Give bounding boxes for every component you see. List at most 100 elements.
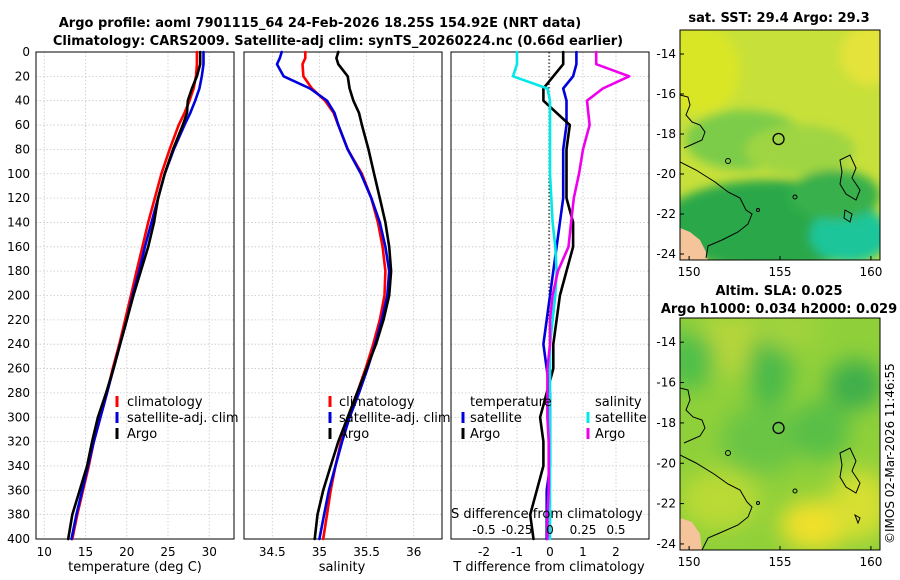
- x-tick-label: 35: [312, 545, 327, 559]
- depth-tick-label: 140: [7, 215, 30, 229]
- salinity-legend: climatology satellite-adj. clim Argo: [328, 395, 451, 442]
- legend-label-temp-argo: Argo: [470, 427, 500, 442]
- longitude-tick-label: 160: [859, 555, 882, 569]
- land-mass: [680, 518, 702, 550]
- legend-label-satellite: satellite-adj. clim: [339, 411, 451, 426]
- difference-s-label: S difference from climatology: [451, 507, 643, 522]
- sst-map-title: sat. SST: 29.4 Argo: 29.3: [688, 11, 869, 26]
- latitude-tick-label: -16: [656, 376, 676, 390]
- depth-tick-label: 240: [7, 337, 30, 351]
- land-mass: [680, 228, 708, 260]
- longitude-tick-label: 160: [859, 265, 882, 279]
- depth-tick-label: 320: [7, 435, 30, 449]
- sla-map-title-line1: Altim. SLA: 0.025: [716, 284, 843, 299]
- imos-credit: ©IMOS 02-Mar-2026 11:46:55: [883, 363, 897, 544]
- reef-outline: [792, 488, 798, 494]
- series-line-temperature-argo: [528, 50, 575, 541]
- legend-label-argo: Argo: [127, 427, 157, 442]
- figure-title-line2: Climatology: CARS2009. Satellite-adj cli…: [53, 34, 623, 49]
- legend-title-salinity: salinity: [595, 395, 642, 410]
- depth-tick-label: 0: [22, 45, 30, 59]
- x-tick-label: 0: [546, 545, 554, 559]
- latitude-tick-label: -20: [656, 167, 676, 181]
- temperature-xlabel: temperature (deg C): [68, 560, 202, 575]
- legend-label-argo: Argo: [339, 427, 369, 442]
- series-line-argo: [66, 50, 202, 541]
- depth-tick-label: 40: [15, 94, 30, 108]
- depth-tick-label: 400: [7, 532, 30, 546]
- float-position-marker: [772, 132, 785, 146]
- longitude-tick-label: 155: [769, 555, 792, 569]
- longitude-tick-label: 155: [769, 265, 792, 279]
- series-line-argo: [313, 50, 393, 541]
- depth-tick-label: 160: [7, 240, 30, 254]
- latitude-tick-label: -24: [656, 537, 676, 551]
- sst-map: sat. SST: 29.4 Argo: 29.3 -14-16-1: [656, 11, 882, 279]
- longitude-tick-label: 150: [678, 555, 701, 569]
- temperature-panel-frame: [35, 51, 235, 540]
- salinity-xlabel: salinity: [319, 560, 366, 575]
- latitude-tick-label: -22: [656, 497, 676, 511]
- s-tick-label: 0.25: [570, 523, 597, 537]
- s-tick-label: 0.5: [606, 523, 625, 537]
- x-tick-label: 15: [78, 545, 93, 559]
- depth-tick-label: 380: [7, 508, 30, 522]
- series-line-satellite-adj-clim: [70, 50, 205, 541]
- coastline: [680, 454, 753, 550]
- latitude-tick-label: -14: [656, 335, 676, 349]
- reef-outline: [854, 513, 861, 525]
- difference-legend: temperature satellite Argo salinity sate…: [461, 395, 647, 442]
- reef-outline: [756, 208, 760, 212]
- difference-panel: -2 -1 0 1 2 T difference from climatology S …: [450, 50, 650, 575]
- latitude-tick-label: -20: [656, 456, 676, 470]
- reef-outline: [839, 447, 861, 494]
- difference-xlabel: T difference from climatology: [452, 560, 645, 575]
- depth-tick-label: 100: [7, 167, 30, 181]
- x-tick-label: -1: [511, 545, 523, 559]
- x-tick-label: 36: [406, 545, 421, 559]
- depth-tick-label: 300: [7, 410, 30, 424]
- salinity-panel: 34.5 35 35.5 36 salinity climatology satell…: [243, 50, 451, 575]
- depth-tick-label: 340: [7, 459, 30, 473]
- sla-map: Altim. SLA: 0.025 Argo h1000: 0.034 h200…: [656, 284, 897, 569]
- depth-tick-label: 220: [7, 313, 30, 327]
- temperature-panel: 0 20 40 60 80 100 120 140 160 180 200 220 240 260 280 3…: [7, 45, 239, 575]
- x-tick-label: -2: [478, 545, 490, 559]
- x-tick-label: 35.5: [353, 545, 380, 559]
- s-tick-label: -0.5: [472, 523, 495, 537]
- series-line-salinity-argo: [546, 50, 631, 541]
- s-tick-label: 0: [546, 523, 554, 537]
- legend-label-climatology: climatology: [127, 395, 203, 410]
- latitude-tick-label: -24: [656, 247, 676, 261]
- coastline: [680, 161, 753, 259]
- x-tick-label: 1: [579, 545, 587, 559]
- legend-label-sal-argo: Argo: [595, 427, 625, 442]
- temperature-legend: climatology satellite-adj. clim Argo: [115, 395, 239, 442]
- s-tick-label: -0.25: [501, 523, 532, 537]
- depth-tick-label: 60: [15, 118, 30, 132]
- legend-label-temp-satellite: satellite: [470, 411, 522, 426]
- series-line-satellite-adj-clim: [275, 50, 391, 541]
- reef-outline: [792, 194, 798, 200]
- coastline: [680, 387, 706, 444]
- reef-outline: [756, 501, 760, 505]
- x-tick-label: 34.5: [259, 545, 286, 559]
- coastline: [680, 94, 706, 149]
- latitude-tick-label: -16: [656, 87, 676, 101]
- salinity-panel-frame: [243, 51, 443, 540]
- depth-tick-label: 260: [7, 362, 30, 376]
- depth-tick-label: 120: [7, 191, 30, 205]
- x-tick-label: 20: [119, 545, 134, 559]
- latitude-tick-label: -22: [656, 207, 676, 221]
- depth-tick-label: 80: [15, 142, 30, 156]
- legend-label-climatology: climatology: [339, 395, 415, 410]
- x-tick-label: 2: [612, 545, 620, 559]
- depth-tick-label: 360: [7, 483, 30, 497]
- reef-outline: [725, 158, 731, 164]
- legend-label-sal-satellite: satellite: [595, 411, 647, 426]
- reef-outline: [725, 450, 731, 456]
- sla-map-title-line2: Argo h1000: 0.034 h2000: 0.029: [661, 302, 897, 317]
- legend-label-satellite: satellite-adj. clim: [127, 411, 239, 426]
- float-position-marker: [772, 421, 785, 435]
